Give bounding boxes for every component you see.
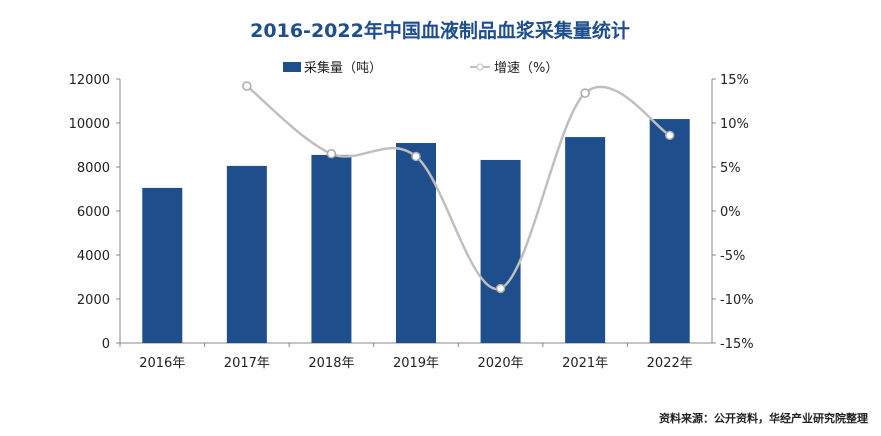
y2-tick-label: -10% [720, 293, 754, 308]
legend: 采集量（吨） 增速（%） [283, 60, 558, 76]
legend-bar-label: 采集量（吨） [304, 60, 382, 76]
legend-bar-swatch [283, 62, 301, 72]
x-tick-label: 2020年 [478, 356, 524, 371]
legend-line-marker [476, 63, 484, 71]
growth-point [411, 151, 421, 162]
x-tick-label: 2019年 [393, 356, 439, 371]
y2-tick-label: 15% [720, 73, 749, 88]
growth-point [242, 81, 252, 91]
y2-tick-label: 10% [720, 117, 749, 132]
y-tick-label: 6000 [77, 205, 110, 220]
y-tick-label: 8000 [77, 161, 110, 176]
y2-tick-label: -15% [720, 337, 754, 352]
x-tick-label: 2021年 [562, 356, 608, 371]
x-tick-label: 2022年 [647, 356, 693, 371]
y2-tick-label: -5% [720, 249, 745, 264]
y2-tick-label: 0% [720, 205, 741, 220]
y2-tick-label: 5% [720, 161, 741, 176]
bar [396, 143, 436, 343]
x-tick-label: 2018年 [308, 356, 354, 371]
bar [311, 154, 352, 343]
bar [142, 187, 183, 343]
bar [565, 137, 606, 343]
legend-line-label: 增速（%） [494, 61, 558, 76]
growth-point [326, 149, 337, 159]
growth-point [664, 130, 675, 141]
y-tick-label: 2000 [77, 293, 110, 308]
source-note: 资料来源：公开资料，华经产业研究院整理 [659, 411, 868, 425]
bar [226, 165, 267, 343]
x-tick-label: 2017年 [224, 356, 270, 371]
growth-line [246, 85, 671, 291]
chart-title: 2016-2022年中国血液制品血浆采集量统计 [250, 19, 630, 42]
x-tick-label: 2016年 [139, 356, 185, 371]
y-tick-label: 0 [102, 337, 110, 352]
y-tick-label: 4000 [77, 249, 110, 264]
bar [649, 119, 690, 343]
growth-point [495, 283, 506, 294]
y-tick-label: 10000 [69, 117, 110, 132]
y-tick-label: 12000 [69, 73, 110, 88]
growth-point [580, 88, 590, 98]
bar [480, 159, 521, 343]
